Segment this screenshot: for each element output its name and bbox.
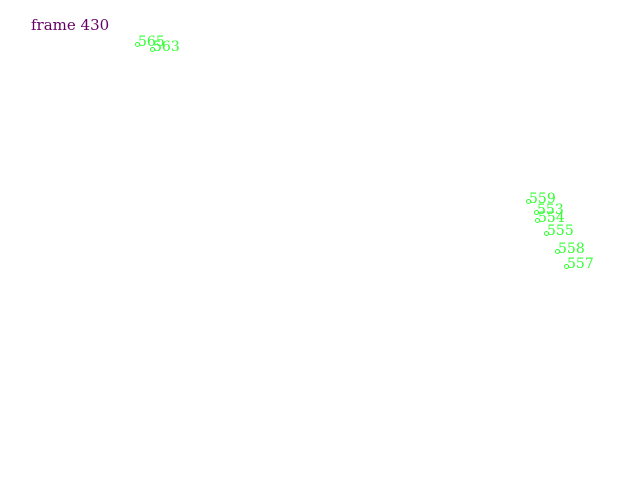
marker-dot <box>150 47 155 52</box>
marker-dot <box>535 218 540 223</box>
marker-dot <box>534 210 539 215</box>
marker-dot <box>555 249 560 254</box>
track-marker: 554 <box>535 211 595 229</box>
track-marker: 557 <box>564 257 624 275</box>
track-marker: 555 <box>544 224 604 242</box>
marker-dot <box>544 231 549 236</box>
marker-id: 557 <box>567 256 594 272</box>
marker-id: 555 <box>547 223 574 239</box>
marker-id: 558 <box>558 241 585 257</box>
marker-id: 559 <box>529 191 556 207</box>
frame-label: frame 430 <box>31 16 110 34</box>
track-marker: 558 <box>555 242 615 260</box>
marker-id: 554 <box>538 210 565 226</box>
marker-id: 563 <box>153 39 180 55</box>
marker-id: 565 <box>138 34 165 50</box>
marker-dot <box>564 264 569 269</box>
track-marker: 559 <box>526 192 586 210</box>
marker-id: 553 <box>537 202 564 218</box>
marker-dot <box>135 42 140 47</box>
track-marker: 553 <box>534 203 594 221</box>
track-marker: 563 <box>150 40 210 58</box>
track-marker: 565 <box>135 35 195 53</box>
marker-dot <box>526 199 531 204</box>
